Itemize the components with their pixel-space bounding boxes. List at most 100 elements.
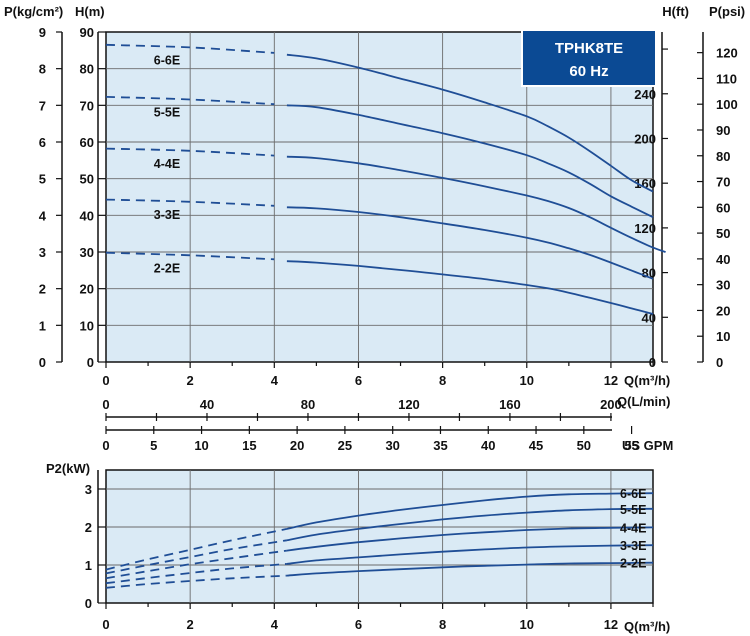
pressure-psi-tick-label: 110	[716, 71, 737, 86]
power-tick-label: 1	[85, 558, 92, 573]
head-m-tick-label: 0	[87, 355, 94, 370]
model-badge: TPHK8TE 60 Hz	[521, 29, 657, 87]
flow-gpm-tick-label: 25	[338, 438, 352, 453]
head-m-tick-label: 60	[80, 135, 94, 150]
power-curve-label: 4-4E	[620, 521, 646, 535]
power-flow-tick-label: 8	[439, 617, 446, 632]
flow-m3h-tick-label: 12	[604, 373, 618, 388]
pressure-kg-tick-label: 8	[39, 62, 46, 77]
head-ft-axis-label: H(ft)	[662, 4, 689, 19]
pressure-kg-tick-label: 3	[39, 245, 46, 260]
head-m-tick-label: 30	[80, 245, 94, 260]
head-m-tick-label: 70	[80, 98, 94, 113]
pressure-kg-tick-label: 0	[39, 355, 46, 370]
head-curve-dashed-4-4E	[105, 147, 275, 157]
flow-lmin-tick-label: 80	[301, 397, 315, 412]
power-curve-label: 2-2E	[620, 557, 646, 571]
pressure-kg-axis-label: P(kg/cm²)	[4, 4, 63, 19]
head-curve-6-6E	[286, 53, 654, 193]
power-flow-tick-label: 4	[271, 617, 279, 632]
head-m-tick-label: 90	[80, 25, 94, 40]
pressure-psi-tick-label: 90	[716, 123, 730, 138]
pressure-kg-tick-label: 4	[39, 208, 47, 223]
pressure-psi-tick-label: 100	[716, 97, 738, 112]
power-tick-label: 0	[85, 596, 92, 611]
power-flow-axis-label: Q(m³/h)	[624, 619, 670, 634]
flow-m3h-tick-label: 6	[355, 373, 362, 388]
flow-lmin-axis-label: Q(L/min)	[617, 394, 670, 409]
pressure-kg-tick-label: 5	[39, 172, 46, 187]
flow-lmin-tick-label: 120	[398, 397, 420, 412]
flow-m3h-tick-label: 4	[271, 373, 279, 388]
head-ft-tick-label: 80	[642, 266, 656, 281]
pressure-psi-axis-label: P(psi)	[709, 4, 745, 19]
power-plot-area	[105, 469, 654, 604]
pressure-psi-tick-label: 0	[716, 355, 723, 370]
power-flow-tick-label: 0	[102, 617, 109, 632]
power-flow-tick-label: 2	[187, 617, 194, 632]
flow-lmin-tick-label: 160	[499, 397, 521, 412]
head-m-tick-label: 20	[80, 282, 94, 297]
flow-gpm-tick-label: 20	[290, 438, 304, 453]
flow-gpm-axis-label: US GPM	[622, 438, 673, 453]
head-m-tick-label: 40	[80, 208, 94, 223]
power-curve-dashed-2-2E	[105, 574, 287, 589]
power-curve-2-2E	[286, 561, 654, 577]
head-curve-label: 6-6E	[154, 53, 180, 67]
head-ft-tick-label: 0	[649, 355, 656, 370]
power-axis-label: P2(kW)	[46, 461, 90, 476]
head-curve-dashed-3-3E	[105, 198, 275, 207]
head-m-tick-label: 80	[80, 62, 94, 77]
head-curve-2-2E	[286, 260, 654, 315]
head-curve-3-3E	[286, 206, 654, 280]
flow-gpm-tick-label: 45	[529, 438, 543, 453]
power-flow-tick-label: 6	[355, 617, 362, 632]
head-curve-label: 2-2E	[154, 261, 180, 275]
power-tick-label: 2	[85, 520, 92, 535]
head-ft-tick-label: 240	[634, 87, 656, 102]
power-flow-tick-label: 10	[520, 617, 534, 632]
flow-gpm-tick-label: 5	[150, 438, 157, 453]
power-curve-label: 6-6E	[620, 487, 646, 501]
head-m-axis-label: H(m)	[75, 4, 105, 19]
head-curve-label: 3-3E	[154, 208, 180, 222]
head-m-tick-label: 10	[80, 318, 94, 333]
head-curve-dashed-5-5E	[105, 96, 275, 106]
head-curve-dashed-6-6E	[105, 43, 275, 54]
flow-gpm-tick-label: 35	[433, 438, 447, 453]
head-ft-tick-label: 160	[634, 176, 656, 191]
head-m-tick-label: 50	[80, 172, 94, 187]
head-curve-dashed-2-2E	[105, 251, 275, 261]
power-curve-label: 3-3E	[620, 539, 646, 553]
flow-gpm-tick-label: 40	[481, 438, 495, 453]
power-curve-dashed-3-3E	[105, 563, 287, 585]
pressure-psi-tick-label: 30	[716, 278, 730, 293]
model-badge-background	[521, 29, 657, 87]
flow-gpm-tick-label: 0	[102, 438, 109, 453]
flow-lmin-tick-label: 40	[200, 397, 214, 412]
flow-m3h-tick-label: 10	[520, 373, 534, 388]
power-curve-3-3E	[286, 544, 654, 565]
chart-marks: 0102030405060708090012345678904080120160…	[39, 25, 738, 632]
power-curve-4-4E	[286, 526, 654, 552]
flow-lmin-tick-label: 200	[600, 397, 622, 412]
power-curve-label: 5-5E	[620, 503, 646, 517]
head-curve-label: 4-4E	[154, 157, 180, 171]
pressure-psi-tick-label: 20	[716, 303, 730, 318]
flow-m3h-axis-label: Q(m³/h)	[624, 373, 670, 388]
flow-m3h-tick-label: 8	[439, 373, 446, 388]
pressure-psi-tick-label: 120	[716, 46, 738, 61]
power-tick-label: 3	[85, 482, 92, 497]
flow-m3h-tick-label: 2	[187, 373, 194, 388]
flow-gpm-tick-label: 10	[194, 438, 208, 453]
flow-gpm-tick-label: 15	[242, 438, 256, 453]
pressure-kg-tick-label: 6	[39, 135, 46, 150]
pressure-kg-tick-label: 7	[39, 98, 46, 113]
flow-gpm-tick-label: 55	[624, 438, 638, 453]
power-flow-tick-label: 12	[604, 617, 618, 632]
pressure-kg-tick-label: 9	[39, 25, 46, 40]
pressure-psi-tick-label: 50	[716, 226, 730, 241]
pressure-psi-tick-label: 70	[716, 175, 730, 190]
flow-m3h-tick-label: 0	[102, 373, 109, 388]
